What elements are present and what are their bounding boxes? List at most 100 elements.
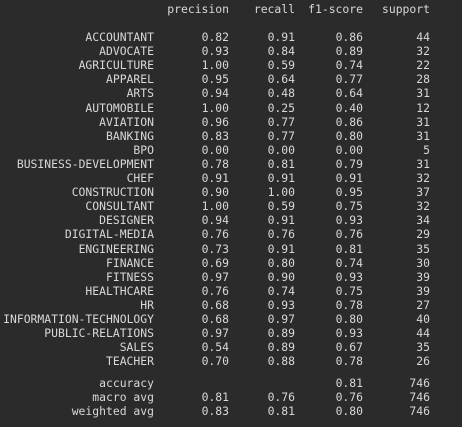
row-precision: 0.83 xyxy=(201,129,229,143)
row-f1-score: 0.93 xyxy=(335,213,363,227)
class-row: INFORMATION-TECHNOLOGY 0.68 0.97 0.80 40 xyxy=(0,312,462,326)
row-label: ENGINEERING xyxy=(78,242,154,256)
row-recall: 0.91 xyxy=(267,30,295,44)
row-support: 746 xyxy=(409,404,430,418)
row-f1-score: 0.86 xyxy=(335,30,363,44)
class-row: HEALTHCARE 0.76 0.74 0.75 39 xyxy=(0,284,462,298)
row-support: 31 xyxy=(416,115,430,129)
row-recall: 0.90 xyxy=(267,270,295,284)
row-recall: 0.25 xyxy=(267,101,295,115)
row-recall: 0.76 xyxy=(267,390,295,404)
class-row: TEACHER 0.70 0.88 0.78 26 xyxy=(0,354,462,368)
row-recall: 0.91 xyxy=(267,171,295,185)
row-support: 31 xyxy=(416,157,430,171)
row-support: 32 xyxy=(416,171,430,185)
row-precision: 0.95 xyxy=(201,72,229,86)
header-f1-score: f1-score xyxy=(308,2,363,16)
row-label: FITNESS xyxy=(105,270,154,284)
row-support: 12 xyxy=(416,101,430,115)
row-f1-score: 0.80 xyxy=(335,404,363,418)
row-precision: 0.54 xyxy=(201,340,229,354)
row-precision: 1.00 xyxy=(201,199,229,213)
row-support: 34 xyxy=(416,213,430,227)
row-label: AGRICULTURE xyxy=(78,58,154,72)
row-label: AUTOMOBILE xyxy=(85,101,154,115)
row-precision: 0.76 xyxy=(201,284,229,298)
header-precision: precision xyxy=(167,2,229,16)
header-row: precision recall f1-score support xyxy=(0,2,462,16)
row-precision: 0.83 xyxy=(201,404,229,418)
row-precision: 0.81 xyxy=(201,390,229,404)
row-label: accuracy xyxy=(99,376,154,390)
row-support: 27 xyxy=(416,298,430,312)
row-recall: 1.00 xyxy=(267,185,295,199)
row-f1-score: 0.80 xyxy=(335,312,363,326)
row-label: PUBLIC-RELATIONS xyxy=(44,326,154,340)
row-label: weighted avg xyxy=(71,404,154,418)
class-row: SALES 0.54 0.89 0.67 35 xyxy=(0,340,462,354)
row-recall: 0.00 xyxy=(267,143,295,157)
row-precision: 1.00 xyxy=(201,58,229,72)
row-support: 22 xyxy=(416,58,430,72)
row-f1-score: 0.86 xyxy=(335,115,363,129)
row-recall: 0.89 xyxy=(267,340,295,354)
row-f1-score: 0.81 xyxy=(335,242,363,256)
class-row: BUSINESS-DEVELOPMENT 0.78 0.81 0.79 31 xyxy=(0,157,462,171)
class-row: ENGINEERING 0.73 0.91 0.81 35 xyxy=(0,242,462,256)
class-row: AGRICULTURE 1.00 0.59 0.74 22 xyxy=(0,58,462,72)
row-label: ARTS xyxy=(126,86,154,100)
class-row: CONSTRUCTION 0.90 1.00 0.95 37 xyxy=(0,185,462,199)
row-support: 40 xyxy=(416,312,430,326)
row-support: 746 xyxy=(409,376,430,390)
row-support: 35 xyxy=(416,340,430,354)
class-row: PUBLIC-RELATIONS 0.97 0.89 0.93 44 xyxy=(0,326,462,340)
class-row: CONSULTANT 1.00 0.59 0.75 32 xyxy=(0,199,462,213)
row-precision: 0.68 xyxy=(201,298,229,312)
row-recall: 0.77 xyxy=(267,115,295,129)
row-precision: 0.82 xyxy=(201,30,229,44)
row-recall: 0.84 xyxy=(267,44,295,58)
row-label: TEACHER xyxy=(105,354,154,368)
class-row: ADVOCATE 0.93 0.84 0.89 32 xyxy=(0,44,462,58)
row-f1-score: 0.91 xyxy=(335,171,363,185)
row-precision: 0.93 xyxy=(201,44,229,58)
class-row: BANKING 0.83 0.77 0.80 31 xyxy=(0,129,462,143)
row-label: DIGITAL-MEDIA xyxy=(64,227,154,241)
row-recall: 0.64 xyxy=(267,72,295,86)
row-label: HEALTHCARE xyxy=(85,284,154,298)
row-label: ACCOUNTANT xyxy=(85,30,154,44)
row-label: ADVOCATE xyxy=(99,44,154,58)
row-support: 31 xyxy=(416,129,430,143)
row-recall: 0.97 xyxy=(267,312,295,326)
row-recall: 0.91 xyxy=(267,242,295,256)
row-support: 746 xyxy=(409,390,430,404)
row-f1-score: 0.74 xyxy=(335,58,363,72)
row-f1-score: 0.93 xyxy=(335,270,363,284)
row-precision: 0.73 xyxy=(201,242,229,256)
row-label: HR xyxy=(140,298,154,312)
row-f1-score: 0.00 xyxy=(335,143,363,157)
row-precision: 0.00 xyxy=(201,143,229,157)
header-support: support xyxy=(381,2,430,16)
class-row: APPAREL 0.95 0.64 0.77 28 xyxy=(0,72,462,86)
summary-row: macro avg 0.81 0.76 0.76 746 xyxy=(0,390,462,404)
row-recall: 0.80 xyxy=(267,256,295,270)
row-support: 39 xyxy=(416,284,430,298)
row-support: 26 xyxy=(416,354,430,368)
row-label: CHEF xyxy=(126,171,154,185)
row-label: INFORMATION-TECHNOLOGY xyxy=(3,312,154,326)
row-support: 32 xyxy=(416,199,430,213)
class-row: HR 0.68 0.93 0.78 27 xyxy=(0,298,462,312)
row-precision: 0.96 xyxy=(201,115,229,129)
row-label: CONSTRUCTION xyxy=(71,185,154,199)
row-recall: 0.91 xyxy=(267,213,295,227)
class-row: CHEF 0.91 0.91 0.91 32 xyxy=(0,171,462,185)
row-support: 5 xyxy=(423,143,430,157)
row-support: 44 xyxy=(416,30,430,44)
row-f1-score: 0.40 xyxy=(335,101,363,115)
class-row: FINANCE 0.69 0.80 0.74 30 xyxy=(0,256,462,270)
row-precision: 0.97 xyxy=(201,326,229,340)
row-recall: 0.59 xyxy=(267,58,295,72)
summary-row: weighted avg 0.83 0.81 0.80 746 xyxy=(0,404,462,418)
